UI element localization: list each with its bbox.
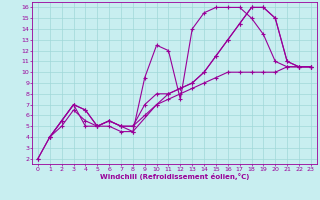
X-axis label: Windchill (Refroidissement éolien,°C): Windchill (Refroidissement éolien,°C) <box>100 173 249 180</box>
